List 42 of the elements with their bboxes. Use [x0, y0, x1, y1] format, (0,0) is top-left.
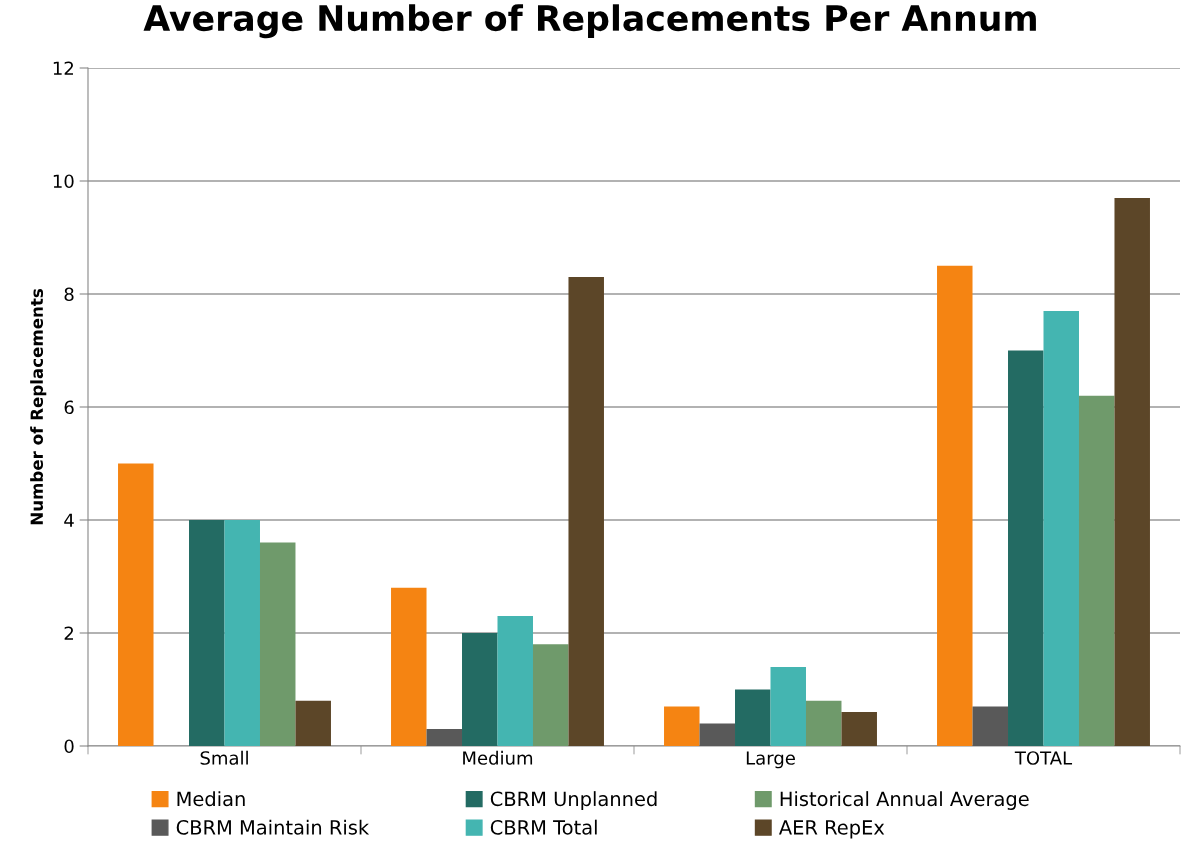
bar: [295, 700, 331, 746]
y-axis-title: Number of Replacements: [30, 289, 47, 525]
bar: [1043, 310, 1079, 746]
bar: [426, 729, 463, 746]
legend-label: CBRM Maintain Risk: [176, 819, 370, 835]
bar: [841, 712, 877, 746]
bar: [118, 463, 154, 746]
bar: [972, 706, 1009, 746]
y-tick-label: 2: [64, 626, 73, 640]
x-tick-label: Large: [746, 751, 795, 769]
bar: [462, 633, 498, 746]
bar: [770, 666, 806, 746]
x-tick-label: TOTAL: [1014, 751, 1073, 765]
legend-label: Historical Annual Average: [780, 791, 1029, 810]
x-tick-label: Small: [200, 750, 248, 765]
bar: [189, 520, 225, 746]
legend-label: CBRM Total: [490, 819, 597, 835]
bar: [568, 277, 604, 746]
legend-label: CBRM Unplanned: [490, 791, 657, 810]
y-tick-label: 0: [64, 739, 74, 754]
y-tick-label: 4: [64, 513, 74, 527]
y-tick-label: 12: [53, 61, 73, 75]
y-tick-label: 6: [64, 400, 74, 415]
bar: [224, 520, 260, 746]
x-tick-label: Medium: [463, 750, 533, 765]
bar: [259, 542, 296, 746]
bar: [1008, 350, 1044, 746]
legend-label: AER RepEx: [778, 820, 885, 839]
bar: [532, 644, 569, 746]
bar: [735, 689, 771, 746]
bar: [805, 700, 842, 746]
bar: [937, 265, 973, 746]
bar: [497, 616, 533, 746]
bar: [664, 706, 700, 746]
bar: [1114, 197, 1150, 746]
y-tick-label: 8: [64, 287, 74, 302]
y-tick-label: 10: [53, 174, 74, 189]
bar: [1078, 395, 1115, 746]
legend-label: Median: [177, 791, 245, 807]
bar: [699, 723, 736, 746]
bar: [391, 587, 427, 746]
chart-title: Average Number of Replacements Per Annum: [143, 4, 1036, 39]
